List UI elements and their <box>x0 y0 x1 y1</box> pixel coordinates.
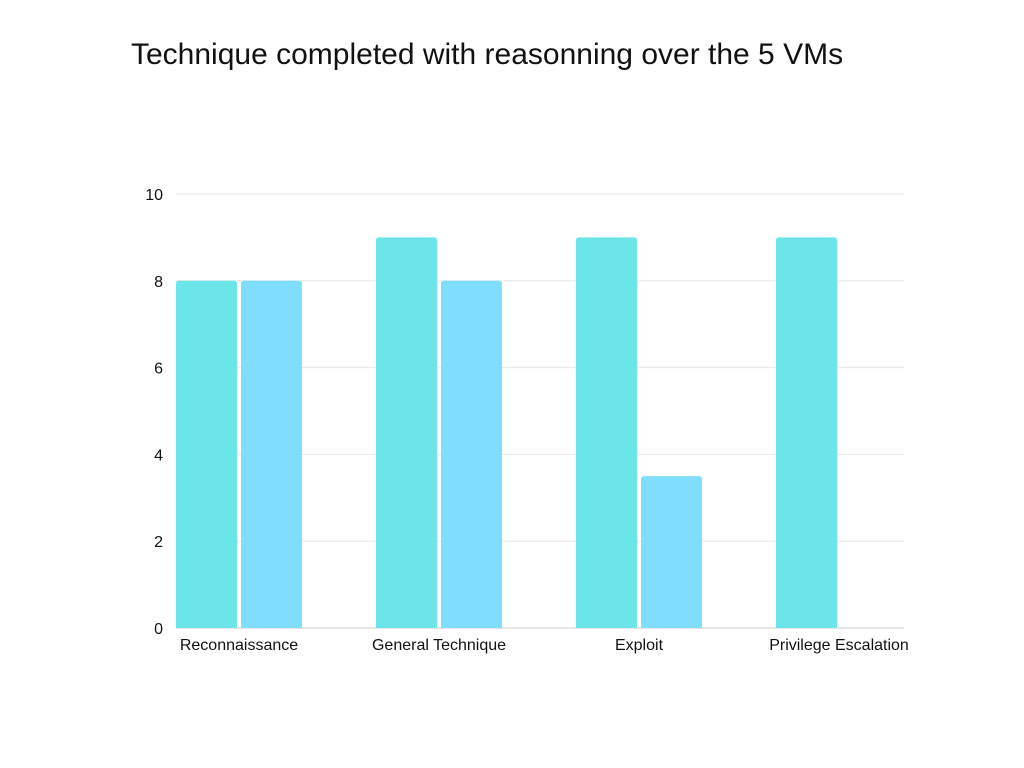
y-tick-label: 10 <box>145 187 163 204</box>
chart-title: Technique completed with reasonning over… <box>131 38 844 71</box>
bar <box>241 280 302 628</box>
y-tick-label: 2 <box>154 534 163 551</box>
y-axis-ticks: 0 2 4 6 8 10 <box>145 187 163 638</box>
bars <box>176 237 837 628</box>
x-axis-ticks: Reconnaissance General Technique Exploit Pr… <box>180 637 909 654</box>
bar <box>776 237 837 628</box>
bar <box>576 237 637 628</box>
x-tick-label: General Technique <box>372 637 506 654</box>
bar <box>641 476 702 628</box>
x-tick-label: Exploit <box>615 637 664 654</box>
y-tick-label: 0 <box>154 621 163 638</box>
bar <box>441 280 502 628</box>
bar <box>376 237 437 628</box>
bar <box>176 280 237 628</box>
x-tick-label: Privilege Escalation <box>769 637 909 654</box>
y-tick-label: 4 <box>154 447 163 464</box>
x-tick-label: Reconnaissance <box>180 637 298 654</box>
y-tick-label: 8 <box>154 274 163 291</box>
y-tick-label: 6 <box>154 361 163 378</box>
